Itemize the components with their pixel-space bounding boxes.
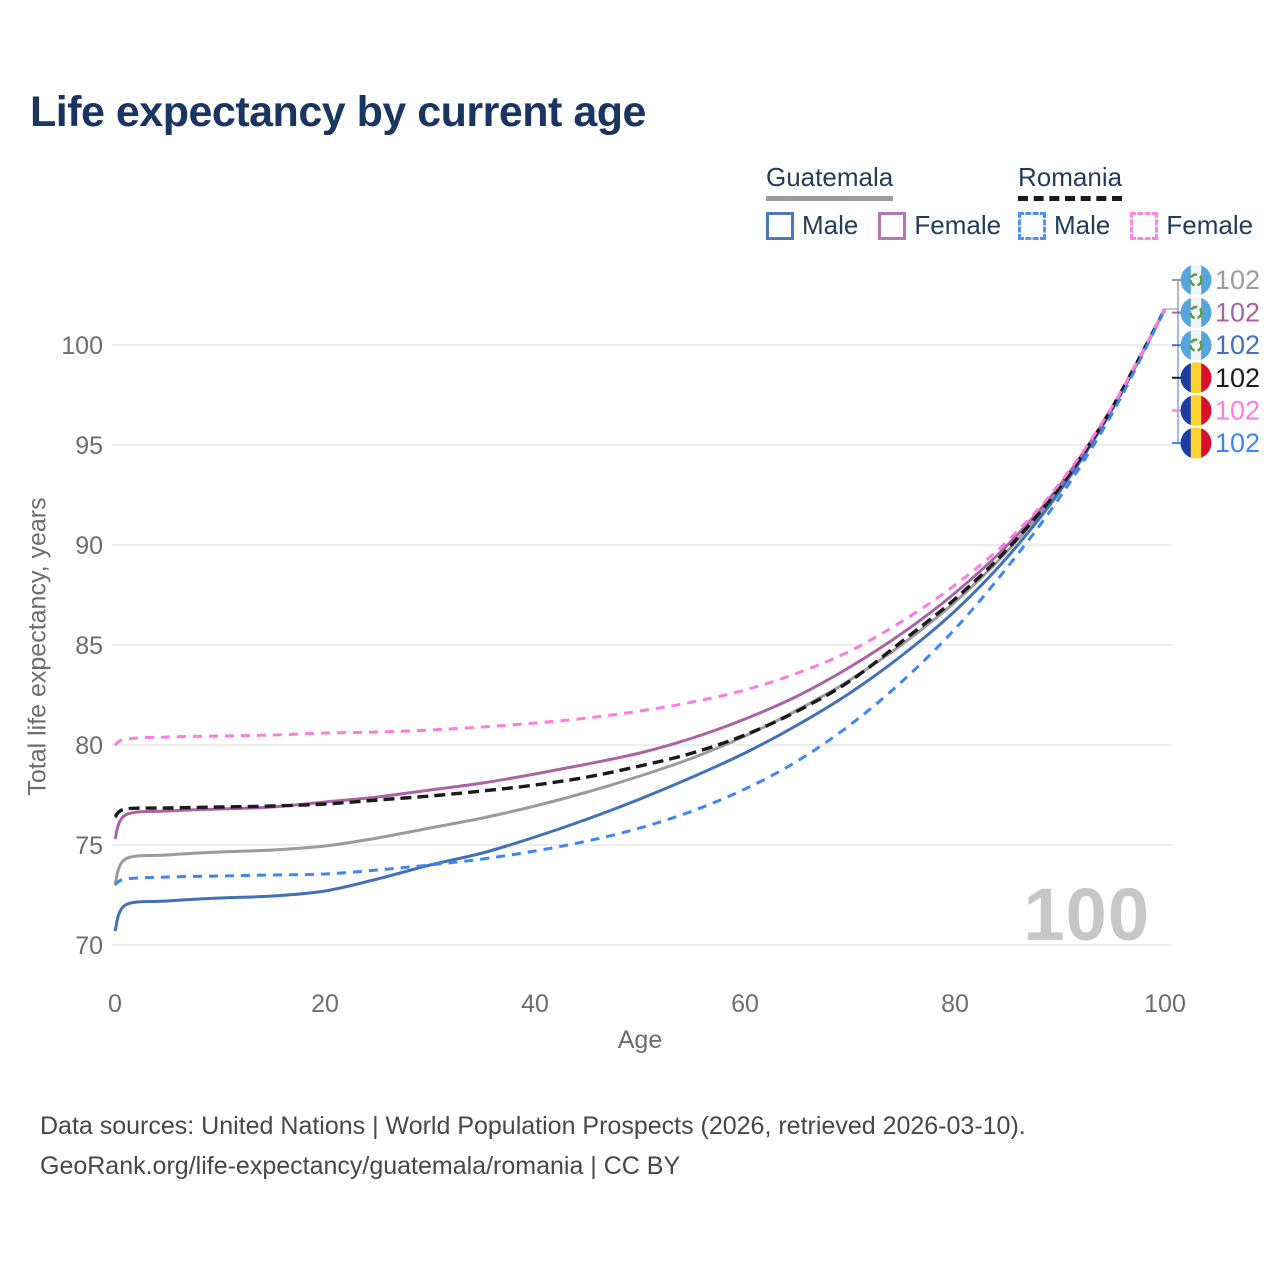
y-tick-label: 95 [75,432,103,460]
legend-item-romania-male[interactable]: Male [1018,210,1110,241]
endpoint-value-label: 102 [1215,363,1260,393]
x-tick-label: 60 [731,990,759,1018]
guatemala-flag-icon [1180,264,1212,296]
x-tick-label: 0 [108,990,122,1018]
x-tick-label: 100 [1144,990,1186,1018]
x-axis-title: Age [617,1026,663,1054]
endpoint-value-label: 102 [1215,330,1260,360]
endpoint-value-label: 102 [1215,395,1260,425]
series-line-guatemala-male [113,308,1167,932]
romania-flag-icon [1180,394,1212,426]
y-tick-label: 75 [75,832,103,860]
legend-item-romania-female[interactable]: Female [1130,210,1253,241]
series-line-romania-total [113,308,1167,819]
page-title: Life expectancy by current age [30,88,646,136]
legend-item-label: Female [1166,210,1254,240]
endpoint-value-label: 102 [1215,298,1260,328]
y-tick-label: 90 [75,532,103,560]
endpoint-value-label: 102 [1215,265,1260,295]
legend-row: Male Female [1018,210,1273,241]
y-tick-label: 100 [61,332,103,360]
legend-group-romania: Romania Male Female [1018,162,1273,241]
guatemala-female-swatch-icon [878,211,907,240]
x-tick-label: 80 [941,990,969,1018]
legend-row: Male Female [766,210,1021,241]
footer-license-line: GeoRank.org/life-expectancy/guatemala/ro… [40,1152,681,1180]
guatemala-male-swatch-icon [766,211,794,240]
series-line-romania-male [114,308,1167,887]
series-line-guatemala-female [113,308,1167,840]
age-counter-watermark: 100 [1023,873,1150,956]
guatemala-flag-icon [1180,297,1212,329]
legend-item-guatemala-male[interactable]: Male [766,210,858,241]
romania-female-swatch-icon [1130,211,1159,240]
footer-source-line: Data sources: United Nations | World Pop… [40,1112,1026,1140]
footer: Data sources: United Nations | World Pop… [40,1106,1026,1186]
y-tick-label: 85 [75,632,103,660]
legend-item-label: Male [1054,210,1111,240]
romania-male-swatch-icon [1018,211,1046,240]
romania-flag-icon [1180,427,1212,459]
romania-flag-icon [1180,362,1212,394]
endpoint-value-label: 102 [1215,428,1260,458]
legend-item-guatemala-female[interactable]: Female [878,210,1001,241]
legend-group-guatemala: Guatemala Male Female [766,162,1021,241]
series-line-romania-female [114,308,1167,747]
legend-country-guatemala[interactable]: Guatemala [766,162,894,201]
x-tick-label: 40 [521,990,549,1018]
y-tick-label: 80 [75,732,103,760]
x-tick-label: 20 [311,990,339,1018]
legend-item-label: Male [802,210,859,240]
y-tick-label: 70 [75,932,103,960]
series-line-guatemala-total [113,308,1167,886]
legend-item-label: Female [914,210,1002,240]
legend-country-romania[interactable]: Romania [1018,162,1123,201]
guatemala-flag-icon [1180,329,1212,361]
y-axis-title: Total life expectancy, years [23,497,52,796]
